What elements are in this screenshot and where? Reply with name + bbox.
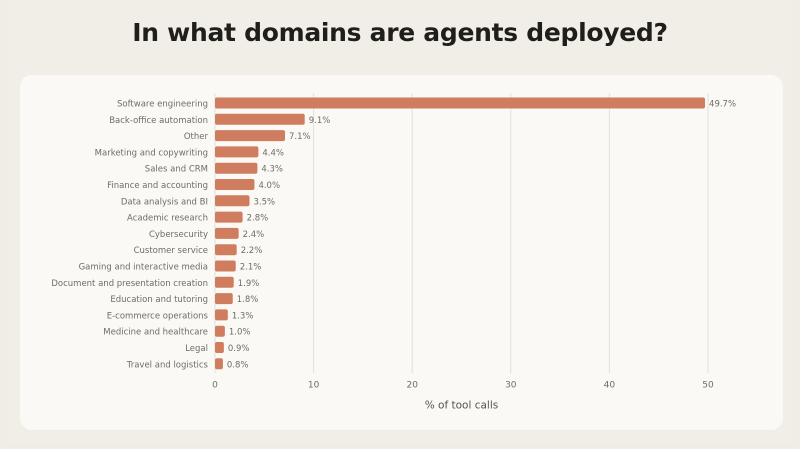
x-tick-label: 0 — [212, 380, 218, 390]
x-tick-label: 40 — [604, 380, 616, 390]
data-label: 1.9% — [238, 279, 260, 289]
category-label: Academic research — [127, 214, 208, 224]
data-label: 2.8% — [247, 214, 269, 224]
data-label: 4.3% — [261, 165, 283, 175]
category-label: Data analysis and BI — [121, 197, 208, 207]
category-label: Legal — [185, 344, 208, 354]
data-label: 1.8% — [237, 295, 259, 305]
bar — [215, 260, 236, 272]
bar — [215, 162, 258, 174]
page-title: In what domains are agents deployed? — [132, 18, 668, 47]
category-label: Cybersecurity — [149, 230, 208, 240]
data-label: 7.1% — [289, 132, 311, 142]
category-label: Medicine and healthcare — [103, 328, 208, 338]
bar — [215, 130, 286, 142]
category-label: E-commerce operations — [107, 311, 209, 321]
bar — [215, 325, 225, 337]
data-label: 2.4% — [243, 230, 265, 240]
data-label: 1.0% — [229, 328, 251, 338]
bar — [215, 113, 305, 125]
data-label: 3.5% — [254, 197, 276, 207]
bar — [215, 342, 224, 353]
bar — [215, 309, 228, 321]
bar — [215, 244, 237, 256]
category-label: Marketing and copywriting — [95, 148, 208, 158]
data-label: 1.3% — [232, 311, 254, 321]
chart-card — [20, 75, 783, 430]
bar — [215, 195, 250, 207]
data-label: 4.0% — [258, 181, 280, 191]
category-label: Education and tutoring — [110, 295, 208, 305]
data-label: 2.2% — [241, 246, 263, 256]
data-label: 49.7% — [709, 100, 736, 110]
bar — [215, 97, 706, 109]
x-tick-label: 30 — [505, 380, 517, 390]
bar — [215, 146, 259, 158]
category-label: Back-office automation — [109, 116, 208, 126]
data-label: 4.4% — [262, 148, 284, 158]
x-tick-label: 20 — [406, 380, 418, 390]
category-label: Document and presentation creation — [51, 279, 208, 289]
bar — [215, 358, 223, 370]
x-axis-label: % of tool calls — [425, 399, 499, 411]
category-label: Gaming and interactive media — [79, 263, 208, 273]
bar — [215, 179, 255, 190]
bar — [215, 227, 239, 239]
category-label: Other — [184, 132, 209, 142]
bar — [215, 276, 234, 288]
x-tick-label: 10 — [308, 380, 320, 390]
category-label: Customer service — [134, 246, 208, 256]
bar — [215, 293, 233, 305]
category-label: Sales and CRM — [145, 165, 208, 175]
data-label: 2.1% — [240, 263, 262, 273]
data-label: 9.1% — [309, 116, 331, 126]
category-label: Travel and logistics — [126, 360, 209, 370]
data-label: 0.9% — [228, 344, 250, 354]
bar — [215, 211, 243, 223]
category-label: Software engineering — [117, 100, 208, 110]
data-label: 0.8% — [227, 360, 249, 370]
x-tick-label: 50 — [702, 380, 714, 390]
category-label: Finance and accounting — [107, 181, 208, 191]
